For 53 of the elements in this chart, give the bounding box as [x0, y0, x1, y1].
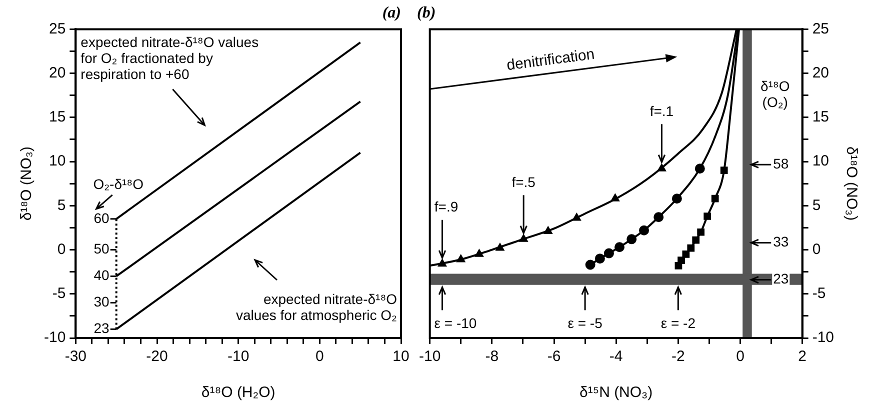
annotation: ε = -5 [568, 315, 603, 332]
x-tick-label: -6 [547, 348, 561, 366]
annotation: 30 [94, 294, 110, 310]
x-tick-label: -8 [485, 348, 499, 366]
x-tick-label: 2 [798, 348, 806, 366]
annotation: δ¹⁸O (O₂) [760, 78, 790, 110]
y-tick-label: 5 [812, 196, 821, 214]
x-tick-label: -2 [671, 348, 685, 366]
x-tick-label: 10 [392, 348, 410, 366]
y-tick-label: 25 [48, 20, 66, 38]
annotation: f=.5 [512, 174, 536, 190]
annotation: 23 [94, 320, 110, 336]
annotation: denitrification [506, 46, 596, 74]
annotation: 23 [773, 270, 789, 287]
y-axis-title: δ¹⁸O (NO₃) [18, 146, 36, 221]
x-tick-label: -10 [227, 348, 250, 366]
x-tick-label: -4 [609, 348, 623, 366]
chart-title: (b) [417, 4, 436, 22]
y-tick-label: 20 [812, 64, 830, 82]
x-axis-title: δ¹⁵N (NO₃) [579, 384, 653, 402]
y-tick-label: 10 [812, 152, 830, 170]
annotation: 60 [94, 210, 110, 226]
x-tick-label: -10 [418, 348, 441, 366]
y-tick-label: 10 [48, 152, 66, 170]
x-tick-label: 0 [316, 348, 324, 366]
annotation: 50 [94, 240, 110, 257]
annotation: 58 [773, 155, 789, 172]
y-tick-label: 25 [812, 20, 830, 38]
annotation: expected nitrate-δ¹⁸O values for atmospheric O₂ [236, 290, 398, 323]
y-tick-label: -5 [52, 285, 66, 302]
annotation: O₂-δ¹⁸O [93, 176, 144, 192]
y-tick-label: 5 [57, 196, 66, 214]
annotation: 40 [94, 267, 110, 284]
x-axis-title: δ¹⁸O (H₂O) [201, 384, 276, 402]
y-tick-label: 15 [812, 108, 830, 126]
y-tick-label: 15 [48, 108, 66, 126]
annotation: f=.1 [650, 103, 674, 120]
y-tick-label: 20 [48, 64, 66, 82]
x-tick-label: -20 [146, 348, 168, 366]
annotation: ε = -10 [434, 315, 477, 332]
y-tick-label: -10 [812, 329, 834, 346]
annotation: f=.9 [434, 198, 458, 215]
y-tick-label: -10 [44, 329, 66, 346]
y-tick-label: 0 [812, 240, 821, 258]
x-tick-label: -30 [64, 348, 87, 366]
chart-title: (a) [382, 4, 401, 22]
annotation: expected nitrate-δ¹⁸O values for O₂ fractionated by respiration to +60 [80, 34, 259, 82]
y-axis-title: δ¹⁸O (NO₃) [842, 146, 860, 221]
x-tick-label: 0 [736, 348, 744, 366]
annotation: 33 [773, 234, 789, 250]
annotation: ε = -2 [660, 315, 696, 332]
y-tick-label: -5 [812, 285, 826, 302]
y-tick-label: 0 [57, 240, 66, 258]
